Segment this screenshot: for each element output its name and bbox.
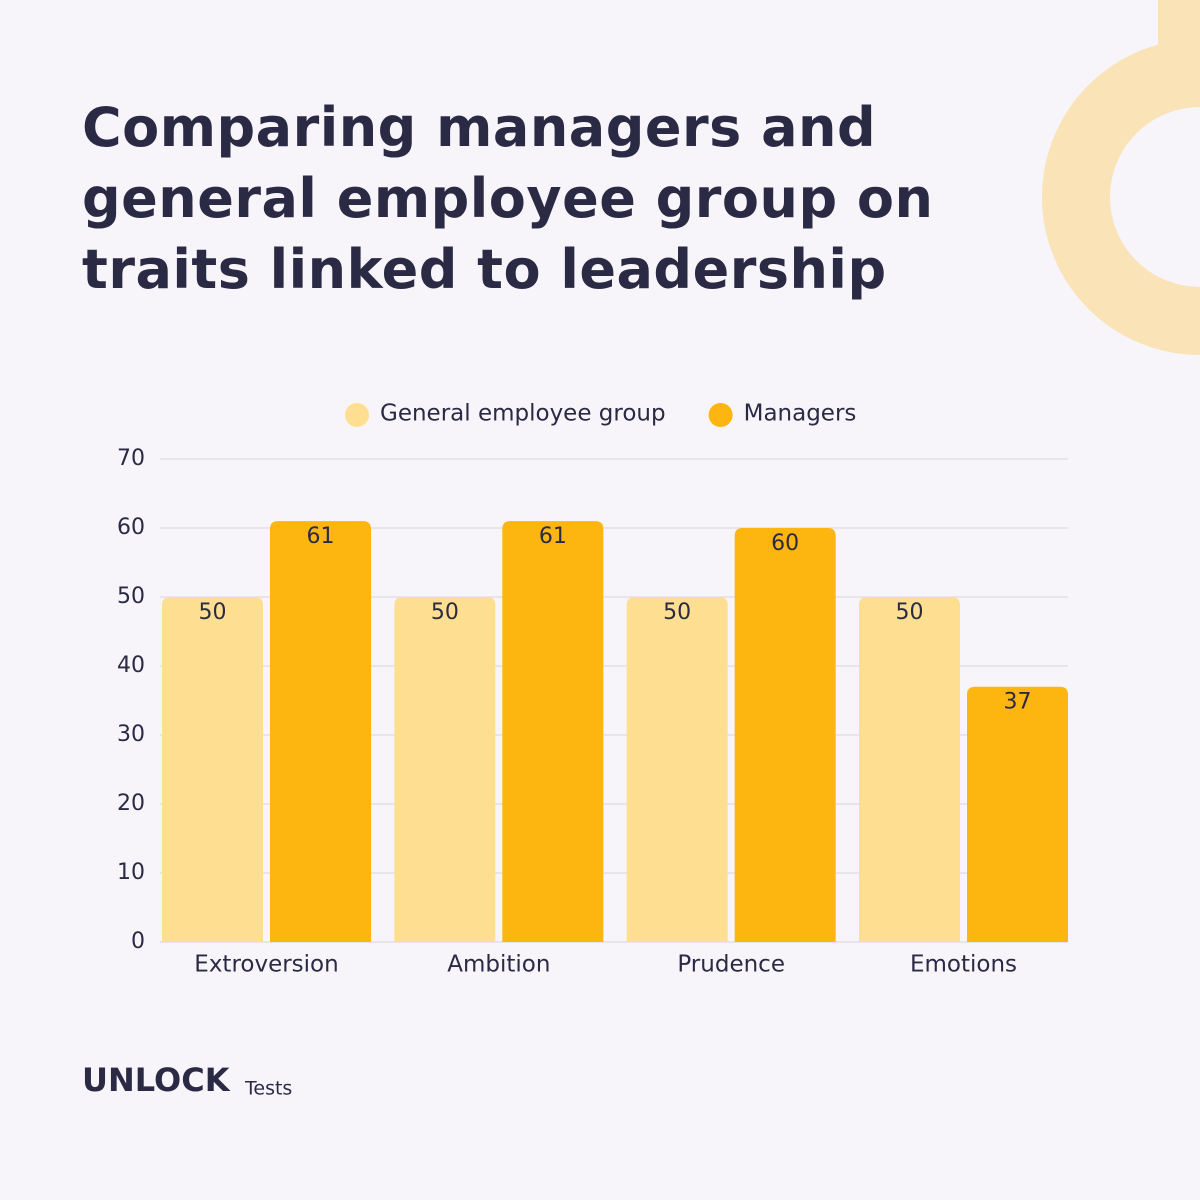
y-tick-label: 50 <box>117 584 145 609</box>
y-tick-label: 10 <box>117 860 145 885</box>
bar <box>394 597 496 942</box>
x-tick-label: Emotions <box>910 952 1017 978</box>
x-tick-label: Ambition <box>447 952 550 978</box>
decoration-bar <box>1158 0 1200 48</box>
data-label: 37 <box>1004 690 1032 715</box>
data-label: 61 <box>539 524 567 549</box>
data-label: 50 <box>431 600 459 625</box>
bar <box>502 521 604 942</box>
bar <box>270 521 371 942</box>
legend-label: Managers <box>744 401 857 427</box>
decoration-ring <box>1042 39 1200 355</box>
data-label: 50 <box>896 600 924 625</box>
bar <box>967 686 1068 942</box>
x-tick-label: Extroversion <box>194 952 338 978</box>
data-label: 60 <box>771 531 799 556</box>
brand-sub: Tests <box>244 1078 292 1100</box>
bar <box>162 597 263 942</box>
legend-swatch <box>345 403 369 427</box>
y-tick-label: 30 <box>117 722 145 747</box>
bar <box>734 528 836 942</box>
y-tick-label: 20 <box>117 791 145 816</box>
y-tick-label: 60 <box>117 515 145 540</box>
data-label: 50 <box>199 600 227 625</box>
legend-swatch <box>708 403 733 427</box>
y-tick-label: 40 <box>117 653 145 678</box>
chart-title: Comparing managers and general employee … <box>82 96 934 301</box>
brand-name: UNLOCK <box>82 1061 231 1099</box>
bar <box>859 597 960 942</box>
bar <box>626 597 728 942</box>
data-label: 61 <box>307 524 335 549</box>
y-tick-label: 70 <box>117 446 145 471</box>
y-tick-label: 0 <box>131 929 145 954</box>
x-tick-label: Prudence <box>677 952 785 978</box>
data-label: 50 <box>663 600 691 625</box>
legend-label: General employee group <box>380 401 666 427</box>
